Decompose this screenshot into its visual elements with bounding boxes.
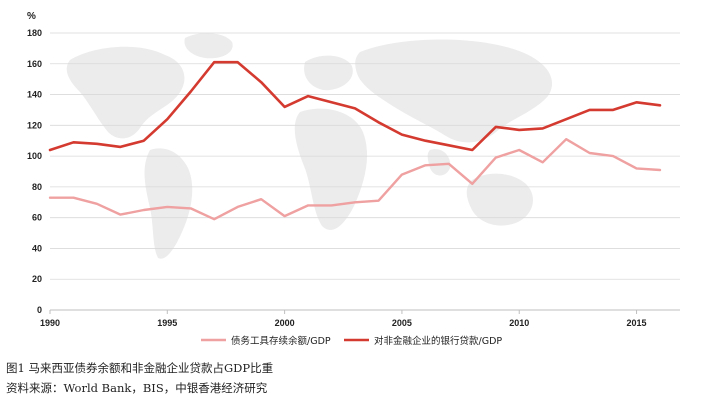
series-lines	[48, 60, 662, 221]
x-tick-label: 2015	[627, 318, 647, 328]
y-tick-label: 20	[32, 274, 42, 284]
x-tick-label: 2010	[509, 318, 529, 328]
legend: 债务工具存续余额/GDP 对非金融企业的银行贷款/GDP	[201, 335, 502, 347]
y-axis-unit-label: %	[27, 11, 36, 22]
y-axis: 0 20 40 60 80 100 120 140 160 180	[27, 28, 42, 315]
y-tick-label: 0	[37, 305, 42, 315]
y-tick-label: 180	[27, 28, 42, 38]
x-axis: 1990 1995 2000 2005 2010 2015	[40, 309, 680, 328]
gridlines	[50, 32, 680, 311]
world-map-watermark	[66, 33, 553, 259]
x-tick-label: 1995	[157, 318, 177, 328]
legend-label-bank-loans: 对非金融企业的银行贷款/GDP	[374, 335, 502, 347]
source-note: 资料来源：World Bank，BIS，中银香港经济研究	[6, 381, 268, 395]
figure-caption: 图1 马来西亚债券余额和非金融企业贷款占GDP比重	[6, 361, 274, 375]
y-tick-label: 120	[27, 120, 42, 130]
y-tick-label: 140	[27, 90, 42, 100]
y-tick-label: 160	[27, 59, 42, 69]
y-tick-label: 60	[32, 213, 42, 223]
y-tick-label: 100	[27, 151, 42, 161]
legend-label-debt-securities: 债务工具存续余额/GDP	[231, 335, 331, 347]
y-tick-label: 80	[32, 182, 42, 192]
x-tick-label: 2005	[392, 318, 412, 328]
x-tick-label: 1990	[40, 318, 60, 328]
y-tick-label: 40	[32, 243, 42, 253]
x-tick-label: 2000	[275, 318, 295, 328]
